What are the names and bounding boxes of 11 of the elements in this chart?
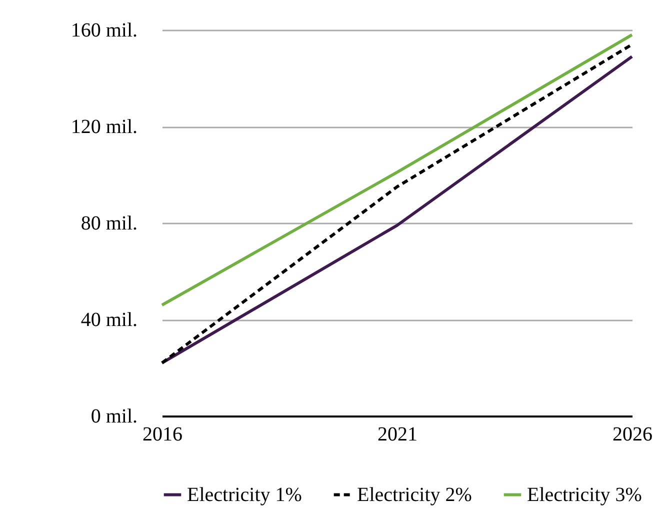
legend-label: Electricity 2%	[357, 484, 472, 506]
y-tick-label: 40 mil.	[80, 309, 138, 331]
legend-label: Electricity 1%	[187, 484, 302, 506]
y-tick-label: 160 mil.	[70, 20, 138, 42]
legend-label: Electricity 3%	[527, 484, 642, 506]
x-tick-label: 2016	[142, 424, 182, 446]
x-tick-label: 2021	[378, 424, 418, 446]
x-tick-label: 2026	[612, 424, 652, 446]
y-tick-label: 0 mil.	[90, 406, 138, 428]
y-tick-label: 80 mil.	[80, 212, 138, 234]
y-tick-label: 120 mil.	[70, 116, 138, 138]
